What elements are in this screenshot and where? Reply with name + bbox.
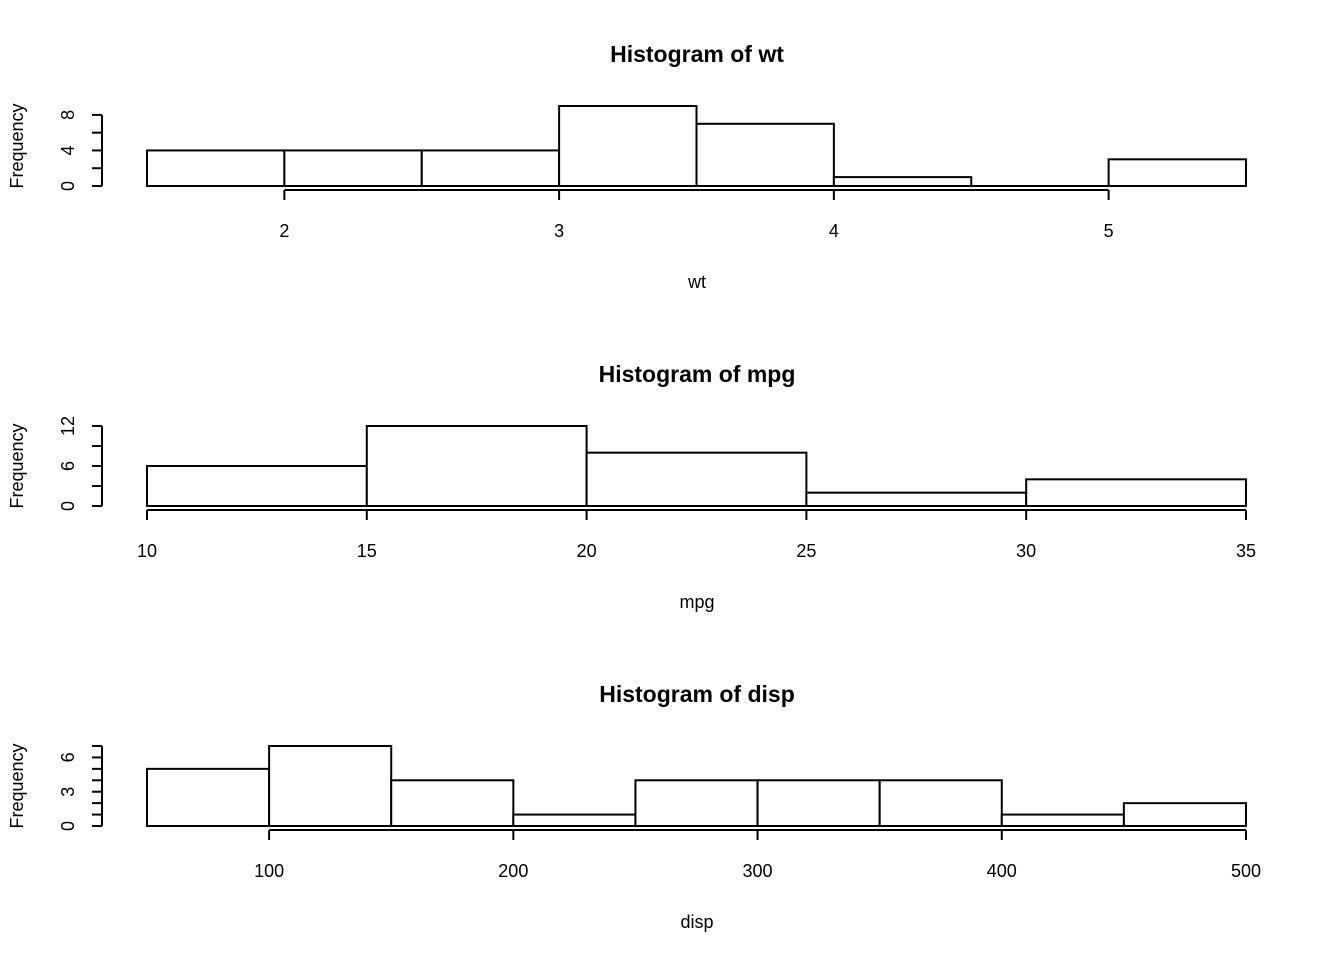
histogram-bar (1122, 802, 1248, 827)
histogram-bar (832, 176, 973, 188)
y-axis: 0 3 6 (58, 745, 103, 831)
x-axis-label: mpg (679, 592, 714, 612)
histogram-bar (146, 149, 286, 187)
histogram-bar (146, 767, 271, 828)
x-tick-label: 5 (1104, 221, 1114, 241)
x-axis-label: disp (680, 912, 713, 932)
y-axis-label: Frequency (7, 423, 27, 508)
histogram-bar (695, 122, 835, 187)
histogram-bar (365, 425, 588, 507)
histogram-bar (283, 149, 423, 187)
histogram-bar (878, 779, 1003, 828)
x-tick-label: 25 (796, 541, 816, 561)
y-axis-label: Frequency (7, 743, 27, 828)
x-tick-label: 2 (279, 221, 289, 241)
chart-title: Histogram of wt (610, 41, 784, 67)
y-tick-label: 0 (58, 821, 78, 831)
histogram-bar (146, 465, 368, 507)
x-tick-label: 100 (254, 861, 284, 881)
y-tick-label: 0 (58, 501, 78, 511)
histogram-panel: Histogram of mpg mpg Frequency 10 15 20 25 30 35… (7, 361, 1256, 612)
x-tick-label: 4 (829, 221, 839, 241)
histogram-bar (268, 745, 393, 827)
histogram-bar (512, 813, 637, 827)
chart-title: Histogram of mpg (599, 361, 796, 387)
x-axis: 10 15 20 25 30 35 (137, 509, 1256, 561)
y-tick-label: 12 (58, 416, 78, 436)
y-axis: 0 6 12 (58, 416, 103, 511)
x-tick-label: 35 (1236, 541, 1256, 561)
x-tick-label: 300 (743, 861, 773, 881)
y-tick-label: 6 (58, 461, 78, 471)
histogram-bar (634, 779, 759, 828)
x-tick-label: 20 (577, 541, 597, 561)
x-tick-label: 500 (1231, 861, 1261, 881)
chart-title: Histogram of disp (599, 681, 795, 707)
x-tick-label: 15 (357, 541, 377, 561)
histogram-bar (805, 491, 1028, 508)
x-tick-label: 30 (1016, 541, 1036, 561)
histogram-bar (1025, 478, 1247, 507)
x-axis-label: wt (687, 272, 706, 292)
histogram-bar (1000, 813, 1125, 827)
y-tick-label: 8 (58, 110, 78, 120)
y-axis: 0 4 8 (58, 110, 103, 191)
x-axis: 100 200 300 400 500 (254, 829, 1261, 881)
y-tick-label: 4 (58, 145, 78, 155)
y-tick-label: 6 (58, 752, 78, 762)
x-tick-label: 200 (498, 861, 528, 881)
histogram-panel: Histogram of disp disp Frequency 100 200 300 4… (7, 681, 1261, 932)
y-tick-label: 0 (58, 181, 78, 191)
x-axis: 2 3 4 5 (279, 189, 1114, 241)
histogram-panel: Histogram of wt wt Frequency 2 3 4 5 0 4 8 (7, 41, 1247, 292)
x-tick-label: 400 (987, 861, 1017, 881)
y-axis-label: Frequency (7, 103, 27, 188)
histogram-bar (585, 451, 808, 508)
x-tick-label: 10 (137, 541, 157, 561)
histogram-bar (390, 779, 515, 828)
histogram-bar (756, 779, 881, 828)
y-tick-label: 3 (58, 787, 78, 797)
histogram-bar (1107, 158, 1247, 187)
histogram-bar (558, 105, 698, 187)
x-tick-label: 3 (554, 221, 564, 241)
histogram-bar (420, 149, 561, 187)
